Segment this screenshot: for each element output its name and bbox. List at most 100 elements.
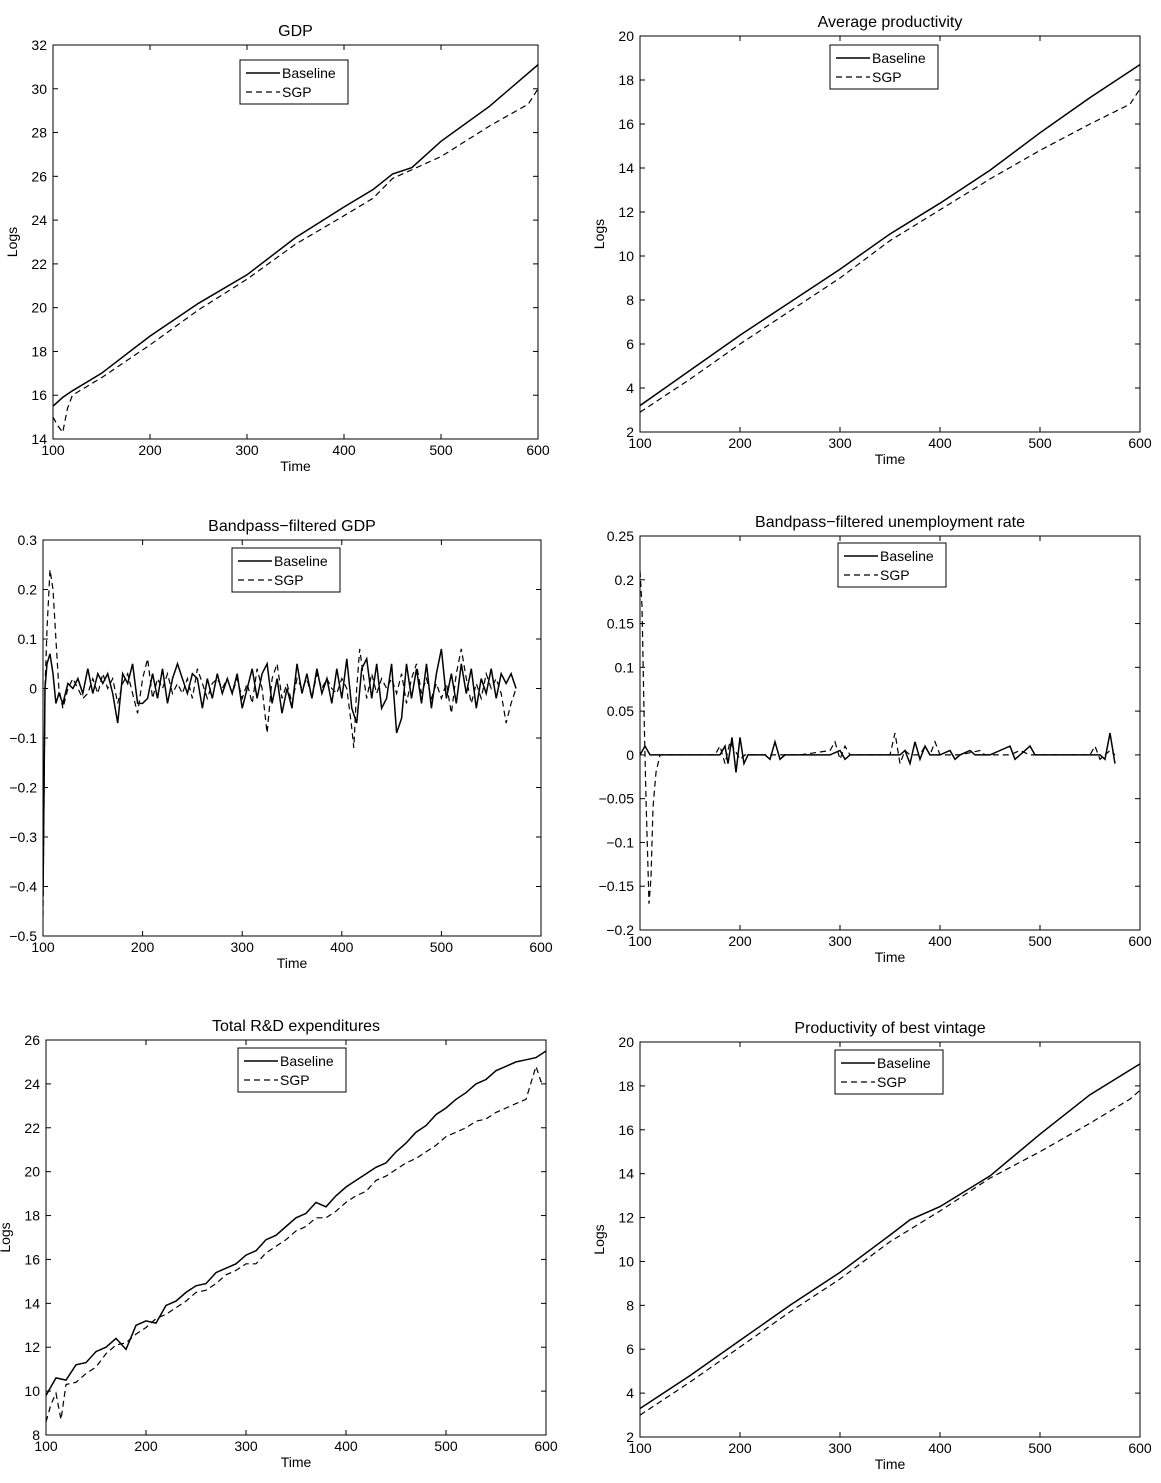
- y-tick-label: 0.2: [615, 572, 635, 588]
- x-tick-label: 100: [41, 442, 65, 458]
- y-tick-label: 10: [618, 248, 634, 264]
- series-line-sgp: [640, 88, 1140, 413]
- y-tick-label: −0.2: [606, 922, 634, 938]
- y-tick-label: 16: [618, 116, 634, 132]
- y-tick-label: −0.3: [9, 829, 37, 845]
- y-tick-label: −0.05: [599, 791, 635, 807]
- series-line-baseline: [53, 64, 538, 407]
- y-tick-label: 0.1: [615, 659, 635, 675]
- y-tick-label: 30: [31, 81, 47, 97]
- x-tick-label: 100: [628, 1440, 652, 1456]
- x-axis-label: Time: [277, 955, 308, 971]
- y-tick-label: 10: [618, 1253, 634, 1269]
- legend-label-sgp: SGP: [280, 1072, 310, 1088]
- y-tick-label: 20: [618, 1034, 634, 1050]
- y-tick-label: 14: [31, 431, 47, 447]
- x-tick-label: 400: [928, 933, 952, 949]
- legend-label-baseline: Baseline: [872, 50, 926, 66]
- legend-label-baseline: Baseline: [880, 548, 934, 564]
- x-axis-label: Time: [875, 451, 906, 467]
- legend-label-baseline: Baseline: [274, 553, 328, 569]
- y-tick-label: 12: [618, 1210, 634, 1226]
- x-tick-label: 300: [231, 939, 255, 955]
- series-line-baseline: [640, 63, 1140, 407]
- x-tick-label: 100: [628, 435, 652, 451]
- plot-frame: [45, 1039, 547, 1436]
- chart-title: Bandpass−filtered unemployment rate: [755, 514, 1025, 531]
- legend: Baseline SGP: [239, 59, 349, 105]
- chart-panel-3: Bandpass−filtered GDP 100 200 300 400 500 600 −…: [9, 518, 553, 971]
- series-line-sgp: [43, 569, 517, 917]
- y-tick-label: −0.1: [606, 834, 634, 850]
- y-tick-label: 16: [24, 1251, 40, 1267]
- y-tick-label: 6: [626, 1341, 634, 1357]
- chart-panel-2: Average productivity 100 200 300 400 500 600 2 4…: [591, 14, 1152, 467]
- x-tick-label: 600: [529, 939, 553, 955]
- plot-frame: [639, 35, 1141, 433]
- legend-label-sgp: SGP: [282, 84, 312, 100]
- chart-panel-6: Productivity of best vintage 100 200 300 400…: [591, 1020, 1152, 1472]
- x-tick-label: 300: [234, 1438, 258, 1454]
- legend-label-sgp: SGP: [877, 1074, 907, 1090]
- x-tick-label: 200: [131, 939, 155, 955]
- chart-title: GDP: [278, 23, 313, 40]
- series-line-baseline: [640, 1063, 1140, 1410]
- y-tick-label: −0.2: [9, 780, 37, 796]
- y-axis-label: Logs: [4, 227, 20, 257]
- x-tick-label: 400: [928, 1440, 952, 1456]
- y-tick-label: 18: [618, 1078, 634, 1094]
- series-line-baseline: [43, 648, 517, 897]
- x-tick-label: 100: [34, 1438, 58, 1454]
- y-tick-label: 14: [618, 160, 634, 176]
- x-tick-label: 500: [1028, 435, 1052, 451]
- y-tick-label: 12: [24, 1339, 40, 1355]
- x-axis-label: Time: [280, 458, 311, 474]
- x-tick-label: 300: [828, 1440, 852, 1456]
- y-tick-label: 14: [24, 1295, 40, 1311]
- y-tick-label: 26: [24, 1032, 40, 1048]
- y-tick-label: −0.1: [9, 730, 37, 746]
- y-tick-label: 18: [31, 343, 47, 359]
- y-tick-label: 0.15: [607, 616, 634, 632]
- y-tick-label: 10: [24, 1383, 40, 1399]
- y-tick-label: 0.3: [18, 532, 38, 548]
- y-tick-label: 0.2: [18, 582, 38, 598]
- y-tick-label: 22: [31, 256, 47, 272]
- y-tick-label: 16: [31, 387, 47, 403]
- y-tick-label: 26: [31, 168, 47, 184]
- x-tick-label: 500: [1028, 1440, 1052, 1456]
- y-tick-label: 12: [618, 204, 634, 220]
- chart-panel-1: GDP 100 200 300 400 500 600 14 16 18 20 22 24 26 28 30 3…: [4, 23, 550, 474]
- y-tick-label: 0: [29, 681, 37, 697]
- x-tick-label: 600: [1128, 933, 1152, 949]
- y-tick-label: 20: [618, 28, 634, 44]
- x-tick-label: 300: [235, 442, 259, 458]
- chart-panel-5: Total R&D expenditures 100 200 300 400 500 600…: [0, 1018, 558, 1470]
- x-tick-label: 500: [1028, 933, 1052, 949]
- legend-label-sgp: SGP: [880, 567, 910, 583]
- y-tick-label: 6: [626, 336, 634, 352]
- chart-panel-4: Bandpass−filtered unemployment rate 100 20…: [599, 514, 1152, 965]
- x-tick-label: 600: [1128, 1440, 1152, 1456]
- y-tick-label: 28: [31, 125, 47, 141]
- x-axis-label: Time: [875, 949, 906, 965]
- x-tick-label: 100: [628, 933, 652, 949]
- y-tick-label: 0.05: [607, 703, 634, 719]
- y-tick-label: 0.25: [607, 528, 634, 544]
- y-tick-label: 22: [24, 1120, 40, 1136]
- legend-label-baseline: Baseline: [877, 1055, 931, 1071]
- y-tick-label: 4: [626, 380, 634, 396]
- x-tick-label: 400: [928, 435, 952, 451]
- series-line-baseline: [46, 1050, 546, 1396]
- y-tick-label: 8: [626, 1297, 634, 1313]
- legend: Baseline SGP: [237, 1047, 347, 1093]
- x-tick-label: 500: [434, 1438, 458, 1454]
- x-tick-label: 200: [728, 1440, 752, 1456]
- legend-label-sgp: SGP: [872, 69, 902, 85]
- x-tick-label: 300: [828, 933, 852, 949]
- y-tick-label: 24: [24, 1076, 40, 1092]
- chart-title: Bandpass−filtered GDP: [208, 518, 376, 535]
- plot-frame: [639, 1041, 1141, 1438]
- series-line-sgp: [640, 1089, 1140, 1416]
